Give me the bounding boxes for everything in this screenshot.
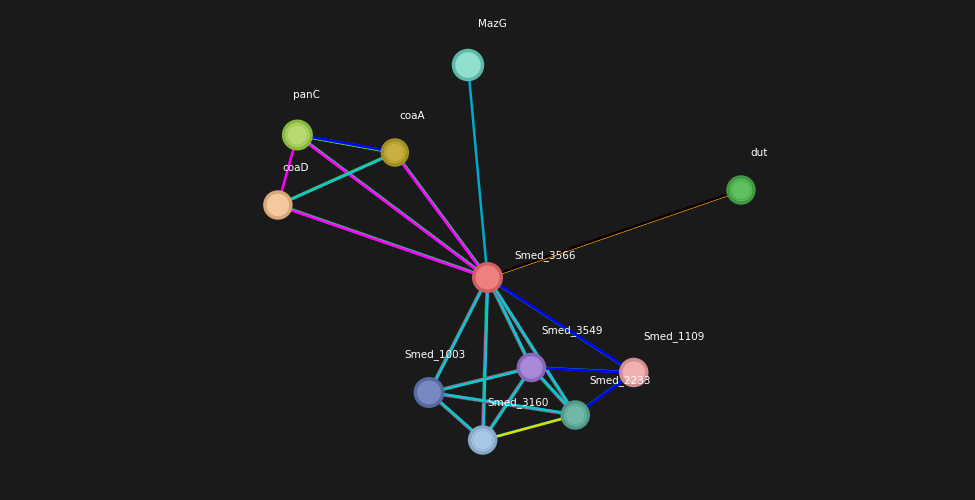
Text: Smed_3549: Smed_3549 [541,324,603,336]
Text: Smed_2233: Smed_2233 [590,375,651,386]
Text: Smed_1109: Smed_1109 [644,330,705,342]
Ellipse shape [519,354,544,380]
Ellipse shape [474,264,501,291]
Text: MazG: MazG [478,20,507,30]
Ellipse shape [621,360,646,386]
Ellipse shape [284,121,311,149]
Text: coaA: coaA [400,111,425,121]
Text: Smed_1003: Smed_1003 [405,349,466,360]
Text: Smed_3566: Smed_3566 [515,250,576,261]
Ellipse shape [728,177,754,203]
Ellipse shape [265,192,291,218]
Ellipse shape [470,427,495,453]
Text: panC: panC [292,90,320,100]
Ellipse shape [382,140,408,165]
Text: coaD: coaD [283,163,309,173]
Ellipse shape [415,379,443,406]
Text: Smed_3160: Smed_3160 [488,397,549,408]
Text: dut: dut [751,148,768,158]
Ellipse shape [563,402,588,428]
Ellipse shape [453,50,483,80]
